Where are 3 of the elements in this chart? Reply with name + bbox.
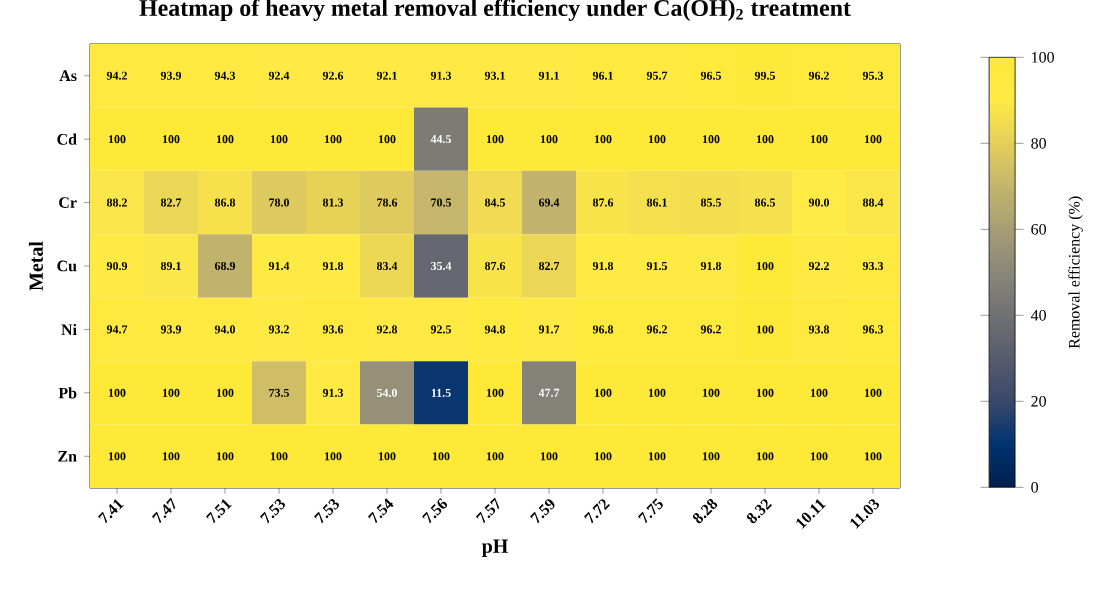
x-axis-title: pH (481, 539, 508, 557)
y-axis-title: Metal (28, 241, 43, 291)
chart-title: Heatmap of heavy metal removal efficiency under Ca(OH)$_{2}$ treatment (139, 0, 851, 22)
